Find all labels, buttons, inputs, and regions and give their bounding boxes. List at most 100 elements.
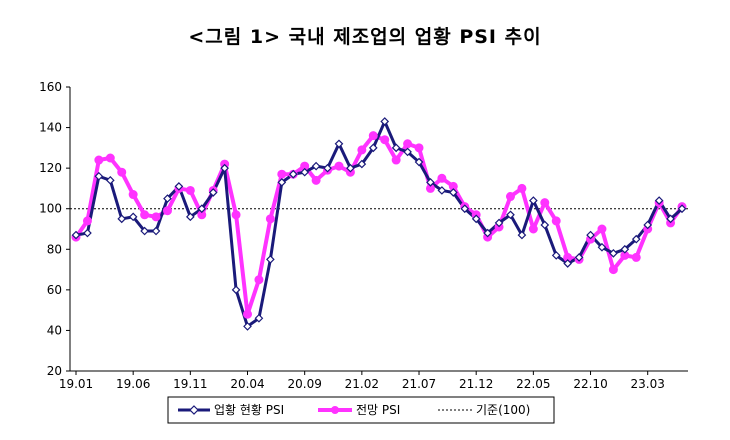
forecast-psi-point — [311, 175, 321, 185]
legend-label-current-psi: 업황 현황 PSI — [214, 403, 284, 417]
y-tick-label: 160 — [39, 80, 62, 94]
x-tick-label: 22.05 — [516, 377, 550, 391]
current-psi-point — [94, 171, 104, 181]
current-psi-point — [231, 285, 241, 295]
current-psi-point — [448, 188, 458, 197]
forecast-psi-point — [437, 173, 447, 183]
x-tick-label: 21.02 — [345, 377, 379, 391]
forecast-psi-point — [505, 192, 515, 202]
current-psi-point — [540, 220, 550, 230]
current-psi-point — [654, 196, 664, 205]
current-psi-point — [220, 163, 229, 173]
y-tick-label: 20 — [47, 364, 62, 378]
x-tick-label: 19.06 — [116, 377, 150, 391]
x-tick-label: 22.10 — [573, 377, 607, 391]
forecast-psi-point — [540, 198, 550, 208]
x-tick-label: 21.07 — [402, 377, 436, 391]
current-psi-point — [677, 204, 687, 214]
current-psi-point — [346, 163, 355, 173]
current-psi-point — [140, 226, 149, 236]
forecast-psi-point — [243, 309, 253, 319]
current-psi-point — [311, 161, 321, 171]
current-psi-point — [254, 313, 264, 323]
forecast-psi-point — [631, 252, 641, 262]
current-psi-point — [551, 251, 561, 260]
forecast-psi-point — [551, 216, 561, 226]
x-tick-label: 19.01 — [59, 377, 93, 391]
current-psi-point — [174, 182, 184, 191]
x-tick-label: 20.04 — [230, 377, 264, 391]
forecast-psi-point — [414, 143, 424, 153]
y-tick-label: 60 — [47, 283, 62, 297]
forecast-psi-point — [162, 206, 172, 216]
forecast-psi-point — [608, 265, 618, 275]
forecast-psi-point — [517, 183, 527, 193]
current-psi-point — [185, 212, 195, 222]
forecast-psi-point — [265, 214, 275, 224]
current-psi-point — [517, 230, 527, 240]
forecast-psi-point — [185, 185, 195, 195]
forecast-psi-point — [140, 210, 150, 220]
current-psi-point — [529, 196, 538, 205]
current-psi-point — [334, 139, 344, 149]
forecast-psi-point — [128, 190, 138, 200]
current-psi-point — [506, 210, 515, 220]
legend-box — [167, 396, 555, 424]
current-psi-point — [266, 255, 275, 264]
forecast-psi-point — [151, 212, 161, 222]
current-psi-point — [563, 259, 573, 268]
current-psi-point — [368, 143, 378, 153]
forecast-psi-point — [277, 169, 287, 179]
current-psi-point — [494, 218, 504, 228]
current-psi-point — [620, 244, 630, 254]
current-psi-point — [323, 163, 332, 173]
forecast-psi-point — [94, 155, 104, 165]
current-psi-point — [243, 322, 252, 331]
forecast-psi-point — [597, 224, 607, 234]
forecast-psi-point — [254, 275, 264, 285]
current-psi-point — [83, 228, 92, 238]
current-psi-point — [403, 147, 412, 157]
legend-label-forecast-psi: 전망 PSI — [356, 403, 400, 417]
forecast-psi-point — [357, 145, 367, 155]
current-psi-point — [574, 253, 584, 262]
y-tick-label: 100 — [39, 202, 62, 216]
x-tick-label: 19.11 — [173, 377, 207, 391]
x-tick-label: 20.09 — [287, 377, 321, 391]
current-psi-point — [391, 143, 401, 153]
current-psi-point — [380, 117, 390, 126]
current-psi-point — [483, 228, 492, 238]
y-tick-label: 40 — [47, 323, 62, 337]
forecast-psi-point — [82, 216, 92, 226]
legend: 업황 현황 PSI 전망 PSI 기준(100) — [167, 396, 555, 424]
series-group — [71, 117, 687, 331]
current-psi-point — [426, 177, 435, 187]
forecast-psi-point — [231, 210, 241, 220]
current-psi-point — [151, 226, 161, 236]
x-axis-ticks: 19.01 19.06 19.11 20.04 20.09 21.02 21.07 21.12… — [59, 371, 665, 391]
current-psi-point — [437, 186, 447, 195]
current-psi-point — [586, 230, 595, 240]
current-psi-point — [208, 188, 218, 197]
forecast-psi-point — [117, 167, 127, 177]
y-tick-label: 80 — [47, 242, 62, 256]
current-psi-point — [163, 194, 172, 203]
forecast-psi-point — [334, 161, 344, 171]
forecast-psi-point — [391, 155, 401, 165]
legend-marker-forecast-psi — [331, 406, 339, 414]
y-axis-ticks: 20 40 60 80 100 120 140 160 — [39, 80, 70, 378]
current-psi-point — [357, 159, 367, 169]
current-psi-point — [128, 212, 138, 222]
current-psi-point — [300, 167, 310, 177]
current-psi-point — [666, 214, 675, 224]
forecast-psi-point — [380, 135, 390, 145]
chart-title: <그림 1> 국내 제조업의 업황 PSI 추이 — [188, 26, 542, 48]
current-psi-point — [288, 169, 298, 179]
forecast-psi-point — [368, 131, 378, 141]
current-psi-point — [643, 220, 653, 230]
series-line-forecast-psi — [74, 133, 684, 317]
current-psi-point — [71, 230, 81, 240]
current-psi-point — [197, 204, 207, 214]
current-psi-point — [414, 157, 424, 167]
forecast-psi-point — [528, 224, 538, 234]
